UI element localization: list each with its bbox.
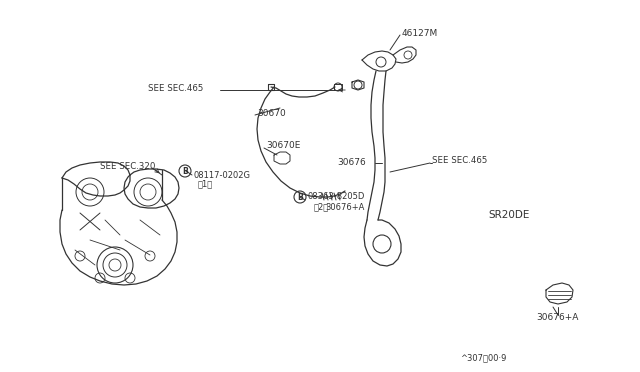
Text: 30670: 30670	[257, 109, 285, 118]
Text: SEE SEC.465: SEE SEC.465	[148, 83, 204, 93]
Text: 30676: 30676	[337, 157, 365, 167]
Text: SEE SEC.320: SEE SEC.320	[100, 161, 156, 170]
Text: 08117-0202G: 08117-0202G	[193, 170, 250, 180]
Text: （1）: （1）	[198, 180, 213, 189]
Text: （2）: （2）	[314, 202, 329, 212]
Text: 08363-8205D: 08363-8205D	[308, 192, 365, 201]
Text: B: B	[297, 192, 303, 202]
Text: 46127M: 46127M	[402, 29, 438, 38]
Text: SR20DE: SR20DE	[488, 210, 529, 220]
Text: SEE SEC.465: SEE SEC.465	[432, 155, 488, 164]
Text: 30670E: 30670E	[266, 141, 300, 150]
Text: 30676+A: 30676+A	[536, 314, 579, 323]
Text: ^307＊00·9: ^307＊00·9	[460, 353, 506, 362]
Text: B: B	[182, 167, 188, 176]
Text: 30676+A: 30676+A	[325, 202, 364, 212]
